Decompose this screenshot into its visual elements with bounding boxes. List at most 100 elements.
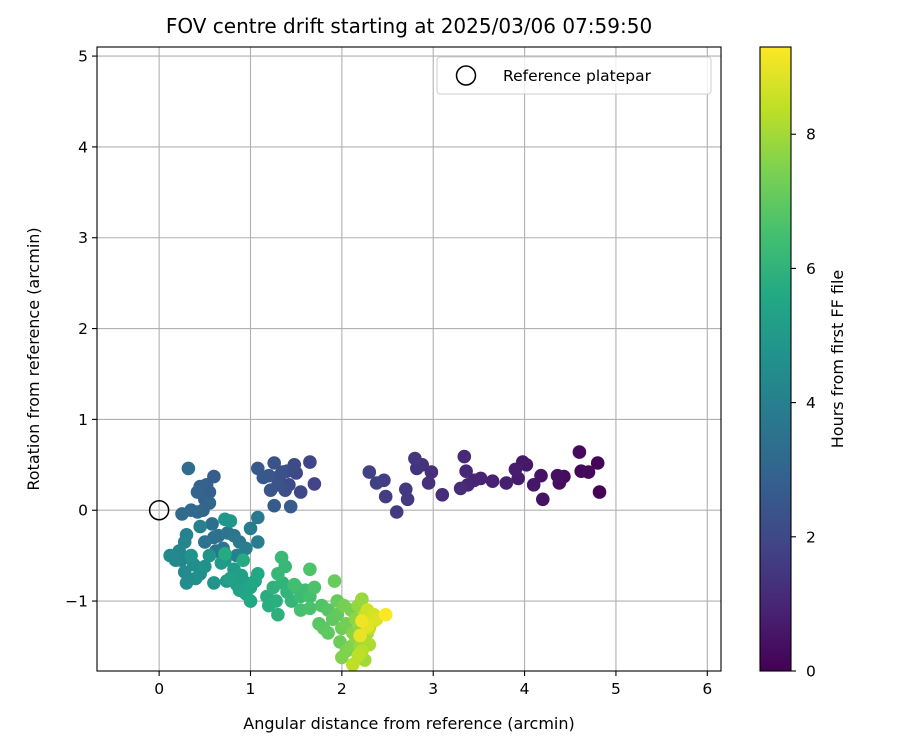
data-point: [453, 481, 468, 496]
data-point: [250, 535, 265, 549]
x-tick-label: 6: [702, 680, 712, 698]
colorbar-tick-label: 2: [806, 528, 816, 546]
y-tick-label: 1: [78, 411, 88, 429]
data-point: [184, 548, 198, 563]
colorbar-label: Hours from first FF file: [828, 270, 847, 449]
x-tick-label: 4: [520, 680, 530, 698]
reference-platepar-marker: [148, 499, 170, 521]
data-point: [485, 474, 500, 489]
legend: Reference platepar: [436, 56, 712, 95]
y-tick-label: 0: [78, 502, 88, 520]
data-point: [205, 517, 219, 531]
data-point: [421, 476, 436, 490]
data-point: [190, 485, 205, 499]
data-point: [424, 465, 439, 479]
data-points: [163, 445, 607, 671]
data-point: [175, 507, 189, 521]
x-tick-label: 5: [611, 680, 621, 698]
data-point: [435, 488, 450, 502]
data-point: [389, 505, 404, 519]
data-point: [327, 574, 342, 588]
data-point: [303, 562, 317, 577]
y-tick-label: 4: [78, 138, 88, 156]
data-point: [346, 657, 360, 671]
data-point: [177, 565, 192, 579]
data-point: [202, 548, 217, 563]
data-point: [307, 580, 322, 595]
y-axis-label: Rotation from reference (arcmin): [24, 227, 43, 490]
data-point: [274, 550, 289, 565]
data-point: [408, 451, 422, 466]
data-point: [378, 489, 393, 504]
data-point: [526, 478, 541, 492]
colorbar-gradient: [759, 46, 792, 672]
data-point: [218, 547, 232, 561]
x-tick-label: 0: [154, 680, 164, 698]
data-point: [534, 468, 548, 483]
data-point: [223, 514, 238, 528]
data-point: [193, 519, 207, 534]
y-tick-label: 5: [78, 48, 88, 66]
data-point: [250, 567, 265, 581]
colorbar-tick-label: 0: [806, 663, 816, 681]
data-point: [592, 485, 607, 499]
data-point: [378, 607, 393, 622]
data-point: [223, 571, 238, 586]
data-point: [355, 614, 369, 628]
colorbar-tick-label: 4: [806, 394, 816, 412]
colorbar-tick-label: 6: [806, 260, 816, 278]
axes-frame: [96, 46, 722, 672]
data-point: [574, 464, 588, 479]
data-point: [269, 594, 283, 608]
data-point: [243, 521, 258, 536]
data-point: [550, 468, 565, 483]
data-point: [590, 456, 605, 470]
data-point: [198, 535, 212, 549]
data-point: [181, 461, 196, 476]
data-point: [362, 465, 377, 479]
data-point: [536, 492, 550, 507]
data-point: [236, 553, 250, 567]
data-point: [243, 594, 258, 608]
data-point: [303, 601, 317, 616]
data-point: [508, 462, 523, 477]
data-point: [459, 464, 473, 479]
data-point: [369, 476, 384, 490]
data-point: [271, 607, 285, 622]
colorbar-tick-label: 8: [806, 126, 816, 144]
data-point: [353, 628, 367, 643]
data-point: [239, 541, 253, 556]
x-axis-label: Angular distance from reference (arcmin): [243, 714, 574, 733]
legend-label-reference: Reference platepar: [503, 67, 652, 85]
data-point: [399, 482, 413, 497]
data-point: [250, 461, 265, 476]
data-point: [267, 498, 282, 513]
data-point: [303, 455, 317, 469]
data-point: [287, 577, 302, 592]
data-point: [307, 477, 322, 491]
y-tick-label: 3: [78, 229, 88, 247]
data-point: [499, 476, 514, 490]
data-point: [250, 510, 265, 525]
grid-lines: [97, 47, 721, 671]
data-point: [267, 456, 282, 470]
legend-marker-reference: [455, 65, 477, 86]
y-tick-label: −1: [65, 593, 88, 611]
chart-title: FOV centre drift starting at 2025/03/06 …: [166, 14, 652, 38]
data-point: [263, 483, 278, 498]
data-point: [355, 592, 369, 606]
data-point: [198, 559, 212, 574]
data-point: [321, 626, 335, 640]
data-point: [163, 548, 177, 563]
legend-box: [436, 56, 712, 95]
data-point: [335, 650, 349, 665]
colorbar: 0 2 4 6 8 Hours from first FF file: [759, 46, 847, 681]
data-point: [283, 499, 298, 514]
axis-ticks: 0 1 2 3 4 5 6 −1 0 1 2 3 4 5: [65, 48, 712, 698]
x-tick-label: 2: [337, 680, 347, 698]
data-point: [293, 485, 308, 499]
x-tick-label: 1: [246, 680, 256, 698]
data-point: [207, 576, 221, 590]
data-point: [457, 449, 472, 464]
